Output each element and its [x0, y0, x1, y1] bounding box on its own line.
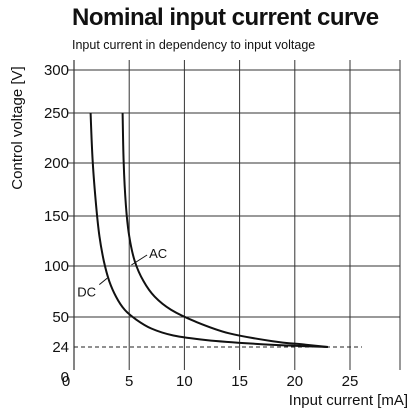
- grid: [68, 60, 401, 370]
- x-tick-label: 25: [342, 373, 359, 390]
- x-tick-label: 10: [176, 373, 193, 390]
- annotation-label: DC: [77, 285, 96, 300]
- chart-subtitle: Input current in dependency to input vol…: [72, 38, 316, 52]
- x-tick-label: 0: [62, 373, 70, 390]
- tick-labels: 0 24 50 100 150 200 250 300 0 5 10 15 20 25: [44, 62, 358, 390]
- x-tick-label: 15: [231, 373, 248, 390]
- series-line-ac: [121, 112, 329, 348]
- annotation-leader: [131, 254, 148, 266]
- x-axis-label: Input current [mA]: [289, 392, 408, 409]
- series-group: [89, 112, 329, 348]
- annotations: AC DC: [77, 246, 167, 300]
- y-axis-label: Control voltage [V]: [9, 66, 26, 189]
- y-tick-label: 250: [44, 105, 69, 122]
- y-tick-label: 150: [44, 208, 69, 225]
- series-line-dc: [89, 112, 328, 348]
- annotation-label: AC: [149, 246, 167, 261]
- y-tick-label: 200: [44, 155, 69, 172]
- y-tick-label: 100: [44, 258, 69, 275]
- annotation-leader: [98, 277, 108, 285]
- chart-title: Nominal input current curve: [72, 4, 379, 31]
- x-tick-label: 20: [286, 373, 303, 390]
- y-tick-label: 24: [52, 339, 69, 356]
- y-tick-label: 50: [52, 309, 69, 326]
- y-tick-label: 300: [44, 62, 69, 79]
- y-tick-label: 0: [61, 369, 69, 386]
- x-tick-label: 5: [125, 373, 133, 390]
